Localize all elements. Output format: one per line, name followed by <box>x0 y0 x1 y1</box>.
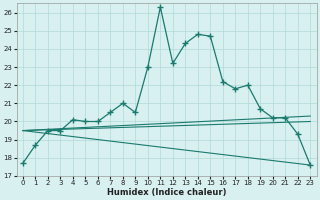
X-axis label: Humidex (Indice chaleur): Humidex (Indice chaleur) <box>107 188 226 197</box>
